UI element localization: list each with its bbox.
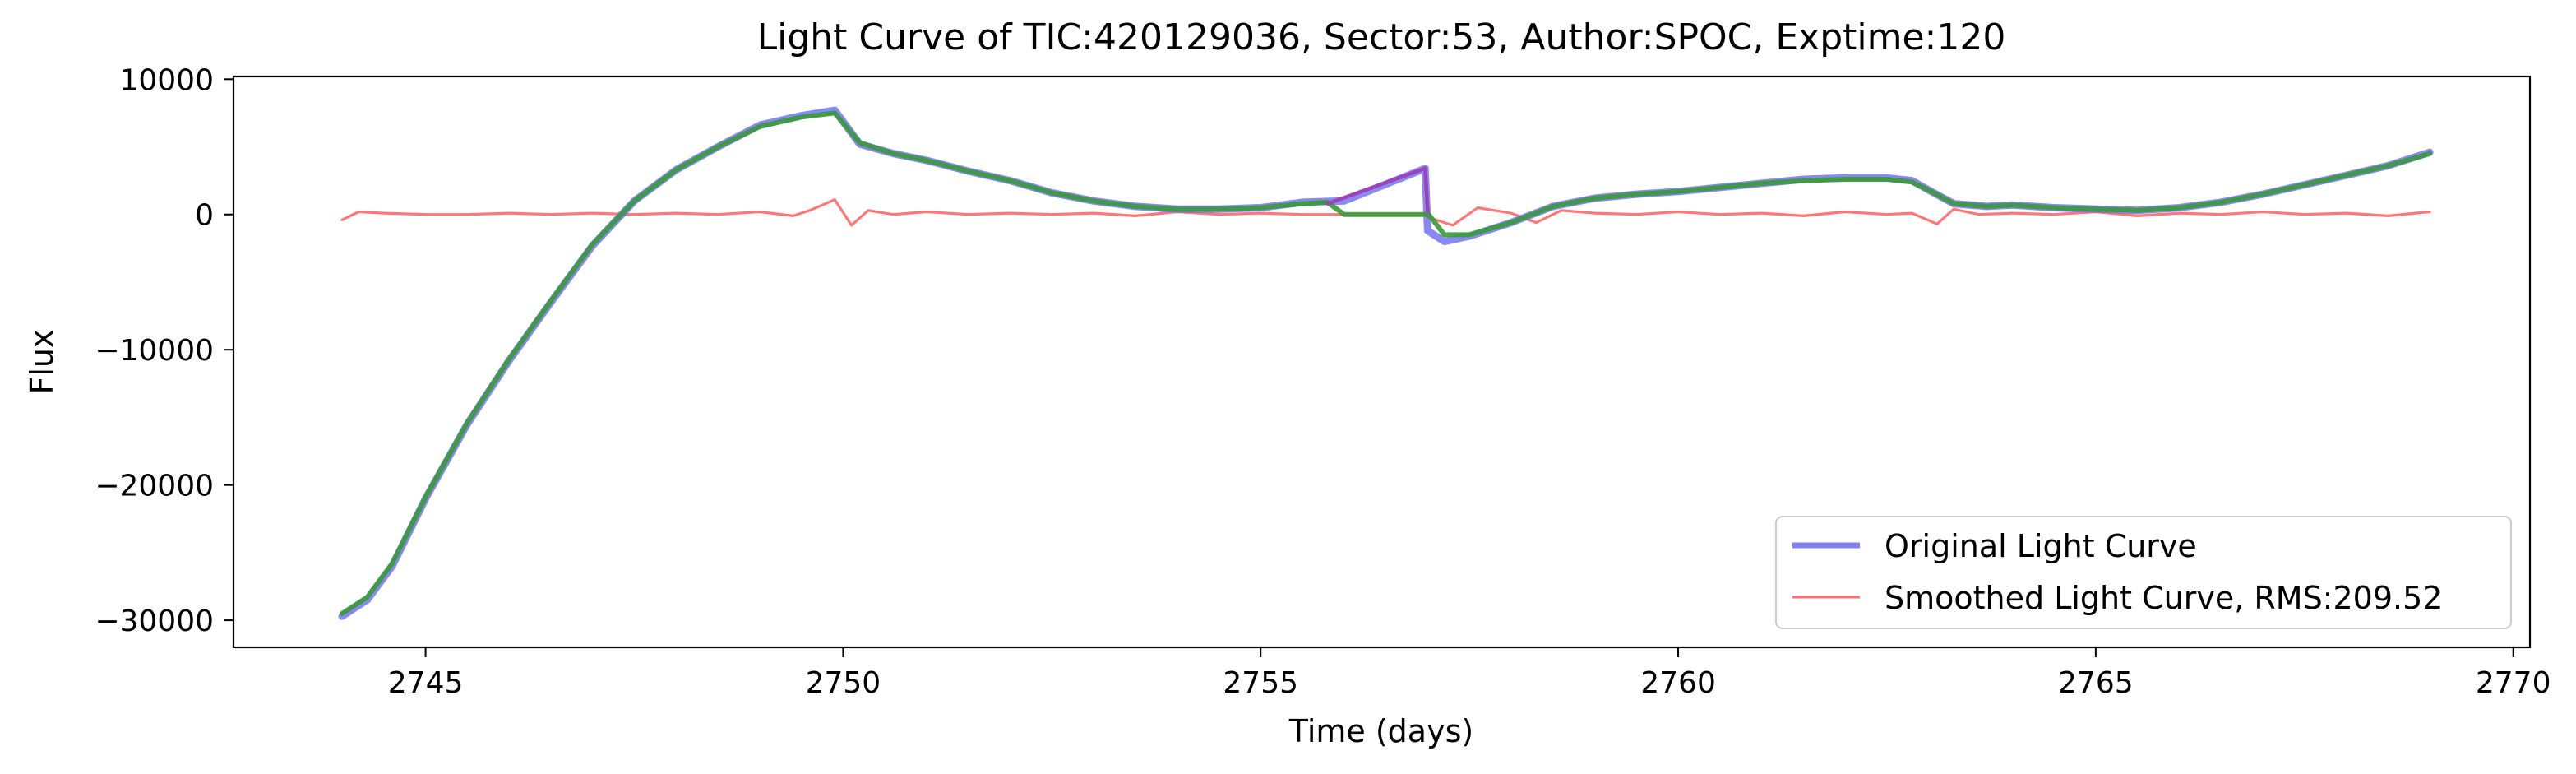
x-tick-label: 2760 — [1640, 666, 1716, 700]
y-axis-label: Flux — [24, 330, 60, 395]
legend-label-original: Original Light Curve — [1885, 528, 2197, 564]
chart-title: Light Curve of TIC:420129036, Sector:53,… — [757, 16, 2006, 58]
y-tick-label: −20000 — [95, 470, 214, 503]
x-axis-label: Time (days) — [1288, 713, 1473, 749]
plot-frame — [232, 75, 2532, 649]
series-layer — [338, 106, 2434, 620]
legend-label-smoothed: Smoothed Light Curve, RMS:209.52 — [1885, 580, 2442, 616]
x-tick-label: 2765 — [2058, 666, 2134, 700]
legend: Original Light Curve Smoothed Light Curv… — [1775, 516, 2512, 629]
x-tick-label: 2750 — [806, 666, 881, 700]
series-line-2 — [340, 110, 2433, 616]
y-tick-label: 10000 — [119, 63, 214, 97]
series-line-3 — [1325, 166, 1430, 214]
y-tick-label: −30000 — [95, 605, 214, 638]
y-tick-label: 0 — [195, 199, 214, 233]
legend-box — [1775, 516, 2512, 629]
y-tick-label: −10000 — [95, 334, 214, 368]
x-axis-ticks: 2745 2750 2755 2760 2765 2770 — [388, 647, 2551, 700]
x-tick-label: 2770 — [2476, 666, 2551, 700]
x-tick-label: 2755 — [1223, 666, 1298, 700]
y-axis-ticks: 10000 0 −10000 −20000 −30000 — [95, 63, 234, 638]
x-tick-label: 2745 — [388, 666, 464, 700]
